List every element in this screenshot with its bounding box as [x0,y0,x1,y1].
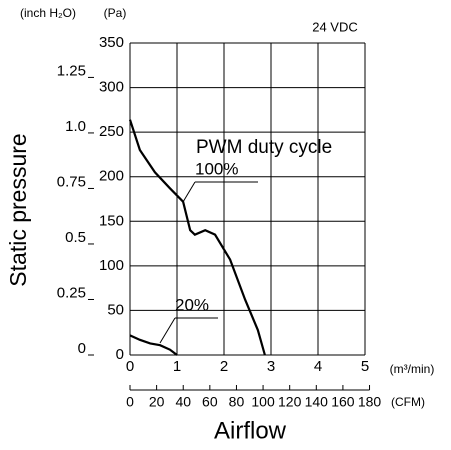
x-tick-label: 3 [267,358,275,375]
y-axis-label: Static pressure [5,133,31,286]
x2-tick-label: 100 [251,394,275,410]
y-unit: (Pa) [104,6,127,20]
x-unit: (m³/min) [390,362,435,376]
x2-tick-label: 160 [331,394,355,410]
x2-tick-label: 0 [126,394,134,410]
series-label: 100% [195,159,238,178]
x-tick-label: 5 [361,358,369,375]
leader-line [159,317,176,344]
y-tick-label: 250 [99,123,124,140]
x2-tick-label: 140 [305,394,329,410]
x-tick-label: 1 [173,358,181,375]
y-tick-label: 100 [99,257,124,274]
y-tick-label: 0 [116,346,124,363]
leader-line [182,181,196,203]
line [129,334,178,356]
x2-tick-label: 40 [175,394,191,410]
y2-tick-label: 0 [78,340,86,357]
y-tick-label: 50 [107,301,124,318]
x2-tick-label: 120 [278,394,302,410]
y2-tick-label: 0.25 [57,284,86,301]
x-tick-label: 4 [314,358,322,375]
y2-unit: (inch H₂O) [20,6,76,20]
y-tick-label: 350 [99,34,124,51]
x2-tick-label: 60 [202,394,218,410]
series-label: 20% [175,295,209,314]
x-axis-label: Airflow [214,417,287,444]
y2-tick-label: 0.5 [65,229,86,246]
y2-tick-label: 0.75 [57,173,86,190]
y2-tick-label: 1.25 [57,62,86,79]
annotation: PWM duty cycle [196,137,332,158]
x-tick-label: 2 [220,358,228,375]
y2-tick-label: 1.0 [65,118,86,135]
chart-title: 24 VDC [312,19,358,34]
y-tick-label: 300 [99,79,124,96]
line [128,119,266,356]
x2-unit: (CFM) [391,395,425,409]
y-tick-label: 200 [99,168,124,185]
x2-tick-label: 20 [149,394,165,410]
x-tick-label: 0 [126,358,134,375]
x2-tick-label: 80 [229,394,245,410]
x2-tick-label: 180 [358,394,382,410]
y-tick-label: 150 [99,212,124,229]
